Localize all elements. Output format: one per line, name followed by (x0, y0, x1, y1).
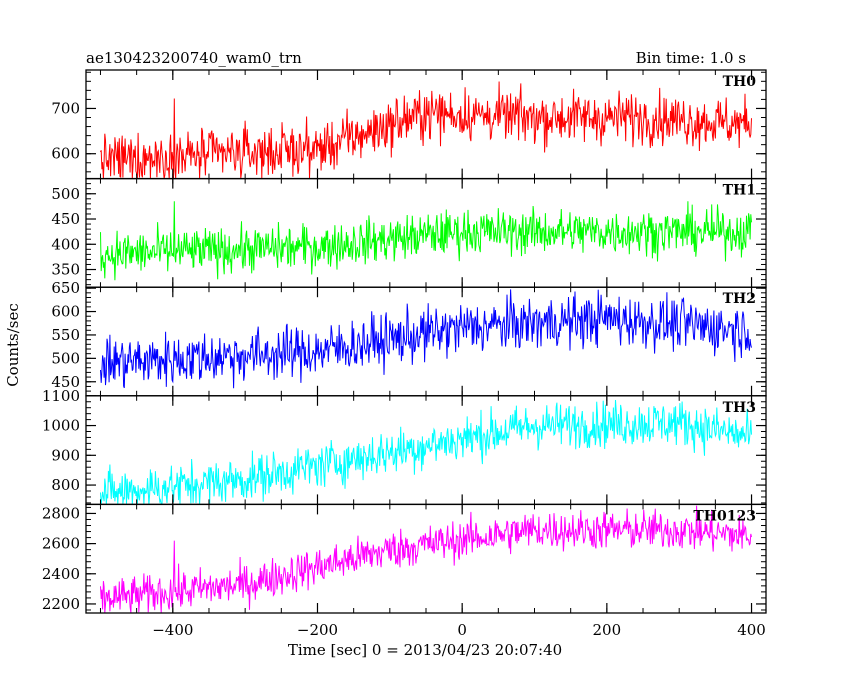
y-axis-label: Counts/sec (4, 303, 22, 387)
y-tick-label: 2600 (42, 535, 80, 553)
panels-group: TH0 600 700 TH1 350 400 450 500 TH2 450 500 550 600 6… (42, 69, 767, 639)
y-tick-label: 900 (51, 446, 80, 464)
x-tick-label: 200 (593, 621, 622, 639)
panel-label-th3: TH3 (723, 400, 756, 416)
y-tick-label: 2200 (42, 595, 80, 613)
chart-title: ae130423200740_wam0_trn (86, 49, 302, 67)
panel-label-th2: TH2 (723, 291, 756, 307)
panel-label-th1: TH1 (723, 183, 756, 199)
series-line-th1 (100, 201, 752, 281)
y-tick-label: 400 (51, 235, 80, 253)
y-tick-label: 550 (51, 326, 80, 344)
y-tick-label: 350 (51, 261, 80, 279)
x-tick-label: −400 (152, 621, 193, 639)
series-line-th0 (100, 81, 752, 179)
series-line-th3 (100, 399, 752, 505)
x-axis-label: Time [sec] 0 = 2013/04/23 20:07:40 (288, 641, 562, 659)
y-tick-label: 500 (51, 349, 80, 367)
y-tick-label: 450 (51, 210, 80, 228)
y-tick-label: 800 (51, 476, 80, 494)
y-tick-label: 600 (51, 145, 80, 163)
x-tick-label: 400 (737, 621, 766, 639)
y-tick-label: 1000 (42, 417, 80, 435)
series-line-th2 (100, 289, 752, 389)
x-tick-label: −200 (297, 621, 338, 639)
y-tick-label: 450 (51, 373, 80, 391)
y-tick-label: 1100 (42, 387, 80, 405)
x-tick-label: 0 (457, 621, 467, 639)
y-tick-label: 650 (51, 279, 80, 297)
y-tick-label: 500 (51, 185, 80, 203)
panel-frame-th2 (85, 286, 767, 397)
bin-time-label: Bin time: 1.0 s (636, 49, 746, 67)
y-tick-label: 2800 (42, 504, 80, 522)
y-tick-label: 600 (51, 303, 80, 321)
y-tick-label: 2400 (42, 565, 80, 583)
series-line-th0123 (100, 505, 752, 614)
y-tick-label: 700 (51, 99, 80, 117)
panel-label-th0123: TH0123 (693, 508, 756, 524)
panel-label-th0: TH0 (723, 74, 757, 90)
